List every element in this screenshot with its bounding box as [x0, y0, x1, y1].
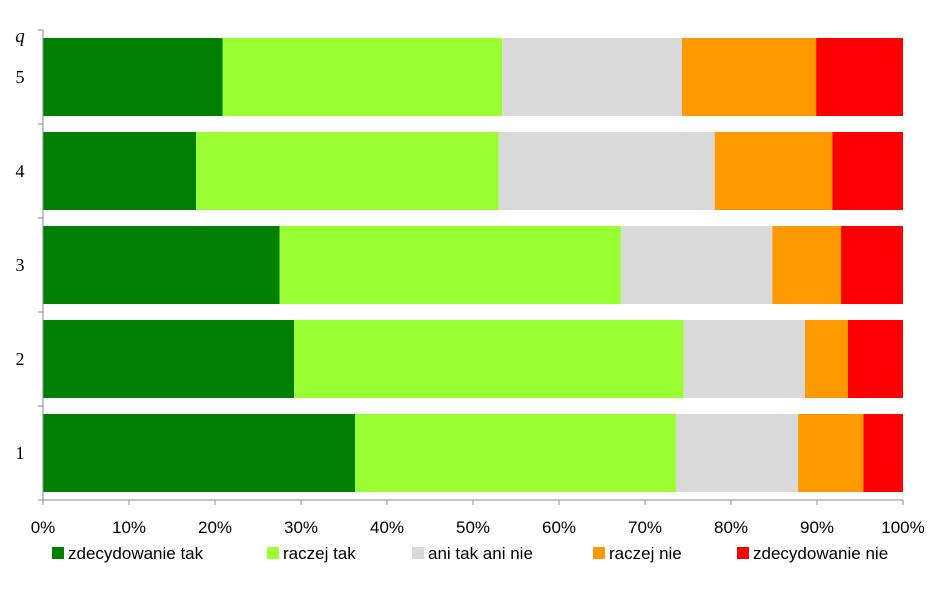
bar-segment: [863, 414, 903, 492]
axes-group: [38, 29, 904, 505]
bar-segment: [804, 320, 848, 398]
bar-segment: [681, 38, 817, 116]
x-tick-label: 70%: [628, 518, 662, 537]
bar-segment: [43, 226, 280, 304]
bars-group: [43, 38, 903, 492]
x-tick-labels: 0% 10% 20% 30% 40% 50% 60% 70% 80% 90% 100%: [31, 518, 925, 537]
legend-swatch: [52, 547, 64, 559]
legend: zdecydowanie tak raczej tak ani tak ani ni…: [52, 544, 888, 563]
bar-segment: [832, 132, 903, 210]
category-label: 2: [16, 349, 25, 369]
bar-segment: [43, 132, 197, 210]
bar-segment: [816, 38, 903, 116]
category-label: 1: [16, 443, 25, 463]
bar-segment: [675, 414, 799, 492]
x-tick-label: 90%: [800, 518, 834, 537]
bar-segment: [279, 226, 621, 304]
category-label: 5: [16, 67, 25, 87]
bar-segment: [43, 320, 295, 398]
bar-segment: [294, 320, 684, 398]
bar-segment: [498, 132, 715, 210]
legend-label: ani tak ani nie: [428, 544, 533, 563]
bar-segment: [222, 38, 503, 116]
bar-segment: [847, 320, 903, 398]
bar-segment: [620, 226, 773, 304]
bar-segment: [502, 38, 682, 116]
legend-label: zdecydowanie tak: [68, 544, 204, 563]
x-tick-label: 100%: [881, 518, 924, 537]
bar-segment: [772, 226, 842, 304]
x-tick-label: 50%: [456, 518, 490, 537]
category-label: 4: [16, 161, 25, 181]
x-tick-label: 30%: [284, 518, 318, 537]
bar-segment: [355, 414, 676, 492]
bar-segment: [683, 320, 805, 398]
legend-swatch: [412, 547, 424, 559]
x-tick-label: 60%: [542, 518, 576, 537]
bar-segment: [714, 132, 833, 210]
bar-segment: [43, 38, 223, 116]
bar-segment: [841, 226, 903, 304]
category-label: 3: [16, 255, 25, 275]
x-tick-label: 10%: [112, 518, 146, 537]
legend-label: raczej nie: [609, 544, 682, 563]
x-tick-label: 40%: [370, 518, 404, 537]
legend-swatch: [593, 547, 605, 559]
x-tick-label: 80%: [714, 518, 748, 537]
legend-swatch: [267, 547, 279, 559]
y-axis-title: q: [15, 26, 25, 47]
bar-segment: [798, 414, 864, 492]
bar-segment: [196, 132, 499, 210]
category-labels: 1 2 3 4 5: [16, 67, 25, 463]
legend-label: zdecydowanie nie: [753, 544, 888, 563]
bar-segment: [43, 414, 356, 492]
x-tick-label: 0%: [31, 518, 56, 537]
legend-swatch: [737, 547, 749, 559]
legend-label: raczej tak: [283, 544, 356, 563]
x-tick-label: 20%: [198, 518, 232, 537]
